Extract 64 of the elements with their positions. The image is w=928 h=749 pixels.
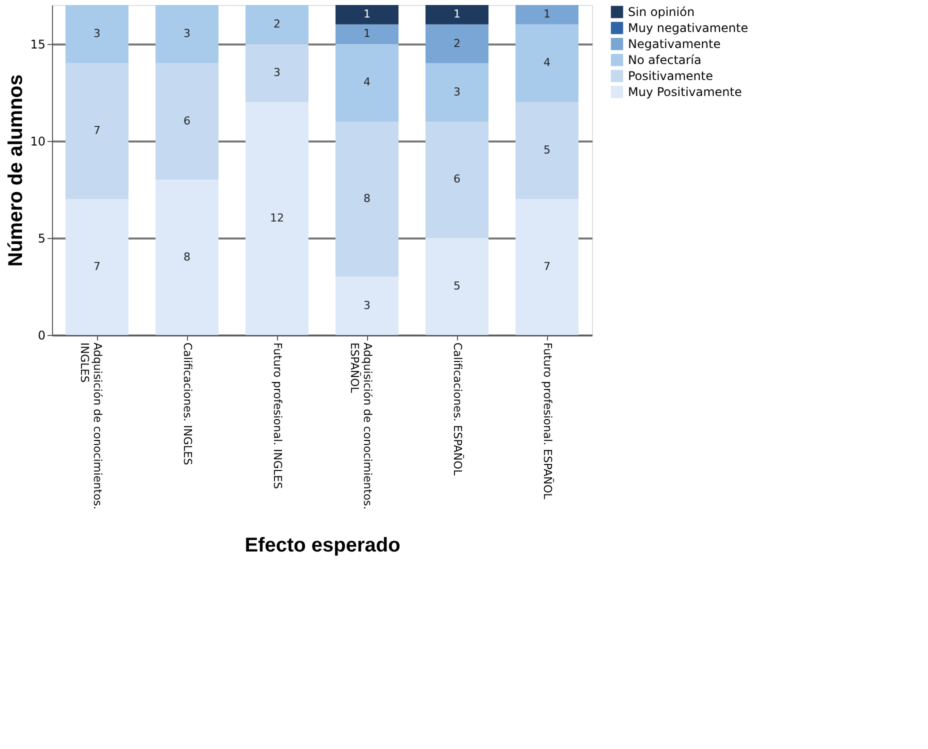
data-label: 1 bbox=[454, 8, 460, 21]
data-label: 3 bbox=[454, 85, 460, 98]
bar bbox=[156, 5, 218, 64]
data-label: 1 bbox=[364, 8, 370, 21]
bar bbox=[66, 63, 128, 200]
data-label: 3 bbox=[274, 66, 280, 79]
data-label: 6 bbox=[454, 172, 460, 186]
bar bbox=[66, 199, 128, 335]
legend-label: Muy negativamente bbox=[628, 21, 748, 35]
bar bbox=[426, 238, 488, 335]
legend-label: Positivamente bbox=[628, 69, 713, 83]
data-label: 5 bbox=[544, 144, 550, 157]
bar bbox=[66, 5, 128, 64]
bar bbox=[336, 121, 398, 277]
bar bbox=[426, 24, 488, 64]
bar bbox=[516, 199, 578, 335]
x-tick-label: Calificaciones. INGLES bbox=[181, 342, 194, 466]
bar bbox=[516, 102, 578, 200]
x-tick-label: Futuro profesional. ESPAÑOL bbox=[541, 342, 555, 500]
x-tick-label: Adquisición de conocimientos. ESPAÑOL bbox=[348, 342, 374, 510]
bar bbox=[246, 44, 308, 102]
data-label: 12 bbox=[270, 212, 284, 225]
bar bbox=[516, 24, 578, 102]
data-label: 4 bbox=[364, 76, 370, 89]
data-label: 2 bbox=[274, 17, 280, 30]
data-label: 3 bbox=[364, 298, 370, 312]
bar bbox=[336, 276, 398, 335]
y-tick-label: 15 bbox=[30, 37, 46, 52]
data-label: 4 bbox=[544, 56, 550, 70]
bar bbox=[426, 121, 488, 238]
legend-label: No afectaría bbox=[628, 53, 702, 67]
data-label: 3 bbox=[94, 27, 100, 40]
legend-label: Negativamente bbox=[628, 37, 721, 51]
legend-label: Muy Positivamente bbox=[628, 85, 742, 99]
data-label: 2 bbox=[454, 36, 460, 50]
bar bbox=[336, 24, 398, 44]
data-label: 7 bbox=[94, 260, 100, 274]
data-label: 7 bbox=[94, 124, 100, 138]
data-label: 1 bbox=[364, 27, 370, 40]
bar bbox=[246, 102, 308, 335]
data-label: 8 bbox=[184, 250, 190, 264]
y-tick-label: 0 bbox=[38, 328, 46, 342]
data-label: 8 bbox=[364, 192, 370, 206]
x-tick-label: Futuro profesional. INGLES bbox=[271, 342, 284, 489]
bar bbox=[336, 5, 398, 24]
x-tick-label: Calificaciones. ESPAÑOL bbox=[451, 342, 465, 476]
bar bbox=[426, 63, 488, 122]
legend-label: Sin opinión bbox=[628, 5, 695, 19]
bar bbox=[156, 180, 218, 335]
bar bbox=[516, 5, 578, 24]
x-axis-title: Efecto esperado bbox=[244, 534, 400, 557]
data-label: 1 bbox=[544, 8, 550, 21]
data-label: 3 bbox=[184, 27, 190, 40]
data-label: 7 bbox=[544, 260, 550, 274]
bar bbox=[426, 5, 488, 24]
bar bbox=[156, 63, 218, 180]
bar bbox=[246, 5, 308, 44]
x-tick-label: Adquisición de conocimientos. INGLES bbox=[78, 342, 104, 510]
y-axis-title: Número de alumnos bbox=[5, 74, 28, 267]
y-tick-label: 10 bbox=[30, 134, 46, 148]
y-tick-label: 5 bbox=[38, 231, 46, 246]
data-label: 5 bbox=[454, 279, 460, 292]
bar bbox=[336, 44, 398, 122]
data-label: 6 bbox=[184, 114, 190, 128]
